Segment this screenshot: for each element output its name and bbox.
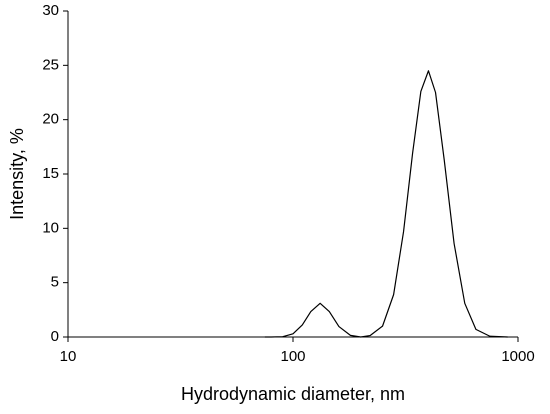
x-tick-label: 100 (280, 348, 305, 365)
y-tick-label: 5 (51, 274, 59, 291)
y-tick-label: 20 (42, 111, 59, 128)
x-tick-label: 1000 (501, 348, 534, 365)
y-tick-label: 25 (42, 56, 59, 73)
y-tick-label: 0 (51, 328, 59, 345)
x-axis-label: Hydrodynamic diameter, nm (181, 384, 405, 404)
x-tick-label: 10 (60, 348, 77, 365)
y-tick-label: 30 (42, 2, 59, 19)
y-tick-label: 15 (42, 165, 59, 182)
y-tick-label: 10 (42, 219, 59, 236)
y-axis-label: Intensity, % (7, 128, 27, 220)
data-line (264, 70, 508, 338)
